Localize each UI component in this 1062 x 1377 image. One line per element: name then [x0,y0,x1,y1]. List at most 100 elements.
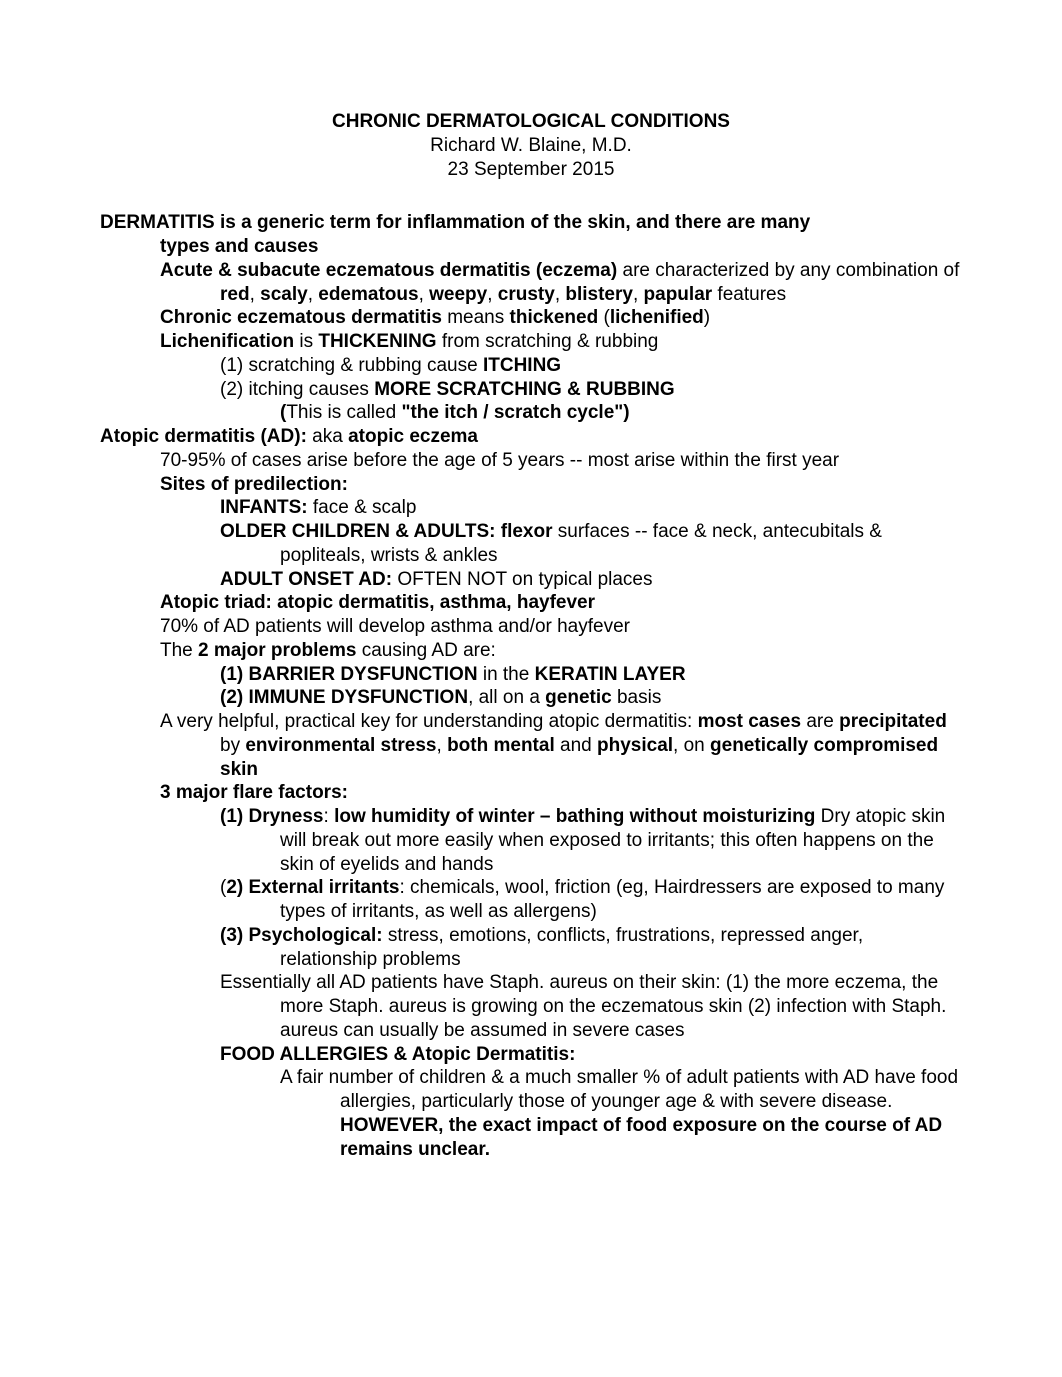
text: Atopic dermatitis (AD): [100,426,307,447]
document-page: CHRONIC DERMATOLOGICAL CONDITIONS Richar… [0,0,1062,1377]
text: by [220,735,245,756]
text: and [555,735,597,756]
text: Acute & subacute eczematous dermatitis (… [160,260,617,281]
text: HOWEVER, the exact impact of food exposu… [340,1115,942,1160]
text: INFANTS: [220,497,308,518]
para-practical-key: A very helpful, practical key for unders… [160,710,962,781]
text: environmental stress [245,735,436,756]
text: OFTEN NOT on typical places [392,569,652,590]
text: thickened [510,307,599,328]
text: lichenified [610,307,704,328]
para-immune-dysfunction: (2) IMMUNE DYSFUNCTION, all on a genetic… [220,686,962,710]
text: Lichenification [160,331,294,352]
para-ad-asthma: 70% of AD patients will develop asthma a… [160,615,962,639]
para-dermatitis-intro-2: types and causes [160,235,962,259]
text: : [324,806,335,827]
text: 2) External irritants [226,877,399,898]
para-lichenification: Lichenification is THICKENING from scrat… [160,330,962,354]
text: The [160,640,198,661]
doc-date: 23 September 2015 [100,158,962,182]
text: , all on a [468,687,545,708]
text: "the itch / scratch cycle") [401,402,629,423]
text: A fair number of children & a much small… [280,1067,958,1112]
para-atopic-triad: Atopic triad: atopic dermatitis, asthma,… [160,591,962,615]
text: , [487,284,498,305]
text: , [250,284,261,305]
para-barrier-dysfunction: (1) BARRIER DYSFUNCTION in the KERATIN L… [220,663,962,687]
para-adult-onset: ADULT ONSET AD: OFTEN NOT on typical pla… [220,568,962,592]
para-food-allergies-body: A fair number of children & a much small… [280,1066,962,1161]
text: ADULT ONSET AD: [220,569,392,590]
text: (1) BARRIER DYSFUNCTION [220,664,478,685]
text: red [220,284,250,305]
text: atopic eczema [348,426,478,447]
doc-author: Richard W. Blaine, M.D. [100,134,962,158]
text: crusty [498,284,555,305]
para-major-problems: The 2 major problems causing AD are: [160,639,962,663]
text: causing AD are: [362,640,496,661]
text: most cases [698,711,802,732]
text: (1) Dryness [220,806,324,827]
para-psychological: (3) Psychological: stress, emotions, con… [220,924,962,972]
text: , [308,284,319,305]
para-scratch-1: (1) scratching & rubbing cause ITCHING [220,354,962,378]
text: edematous [318,284,418,305]
text: MORE SCRATCHING & RUBBING [374,379,674,400]
text: are characterized by any combination of [617,260,959,281]
para-scratch-2: (2) itching causes MORE SCRATCHING & RUB… [220,378,962,402]
text: blistery [565,284,633,305]
text: physical [597,735,673,756]
text: face & scalp [308,497,417,518]
text: features [712,284,786,305]
text: precipitated [839,711,947,732]
text: Chronic eczematous dermatitis [160,307,442,328]
text: aka [307,426,348,447]
text: ) [704,307,710,328]
text: are [801,711,839,732]
text: basis [612,687,662,708]
text: THICKENING [318,331,436,352]
text: (1) scratching & rubbing cause [220,355,483,376]
para-infants: INFANTS: face & scalp [220,496,962,520]
text: both mental [447,735,555,756]
para-chronic-eczema: Chronic eczematous dermatitis means thic… [160,306,962,330]
header-block: CHRONIC DERMATOLOGICAL CONDITIONS Richar… [100,110,962,181]
text: A very helpful, practical key for unders… [160,711,698,732]
text: (2) itching causes [220,379,374,400]
para-dermatitis-intro-1: DERMATITIS is a generic term for inflamm… [100,211,962,235]
text: 2 major problems [198,640,362,661]
text: This is called [286,402,401,423]
para-dryness: (1) Dryness: low humidity of winter – ba… [220,805,962,876]
text: genetic [545,687,612,708]
text: , [419,284,430,305]
para-food-allergies-heading: FOOD ALLERGIES & Atopic Dermatitis: [220,1043,962,1067]
text: scaly [260,284,308,305]
para-staph-aureus: Essentially all AD patients have Staph. … [220,971,962,1042]
text: papular [644,284,713,305]
text: ( [598,307,610,328]
text: ITCHING [483,355,561,376]
doc-title: CHRONIC DERMATOLOGICAL CONDITIONS [100,110,962,134]
text: (2) IMMUNE DYSFUNCTION [220,687,468,708]
text: low humidity of winter – bathing without… [334,806,815,827]
text: OLDER CHILDREN & ADULTS: flexor [220,521,553,542]
para-sites-heading: Sites of predilection: [160,473,962,497]
text: is [294,331,318,352]
text: , [437,735,448,756]
para-flare-factors-heading: 3 major flare factors: [160,781,962,805]
text: KERATIN LAYER [535,664,686,685]
para-atopic-dermatitis-heading: Atopic dermatitis (AD): aka atopic eczem… [100,425,962,449]
text: , on [673,735,710,756]
text: , [555,284,566,305]
text: from scratching & rubbing [437,331,659,352]
text: , [633,284,644,305]
text: in the [478,664,535,685]
para-itch-scratch-cycle: (This is called "the itch / scratch cycl… [280,401,962,425]
para-external-irritants: (2) External irritants: chemicals, wool,… [220,876,962,924]
text: means [442,307,510,328]
para-ad-onset: 70-95% of cases arise before the age of … [160,449,962,473]
text: weepy [429,284,487,305]
para-acute-eczema: Acute & subacute eczematous dermatitis (… [160,259,962,307]
text: (3) Psychological: [220,925,383,946]
para-older-children: OLDER CHILDREN & ADULTS: flexor surfaces… [220,520,962,568]
